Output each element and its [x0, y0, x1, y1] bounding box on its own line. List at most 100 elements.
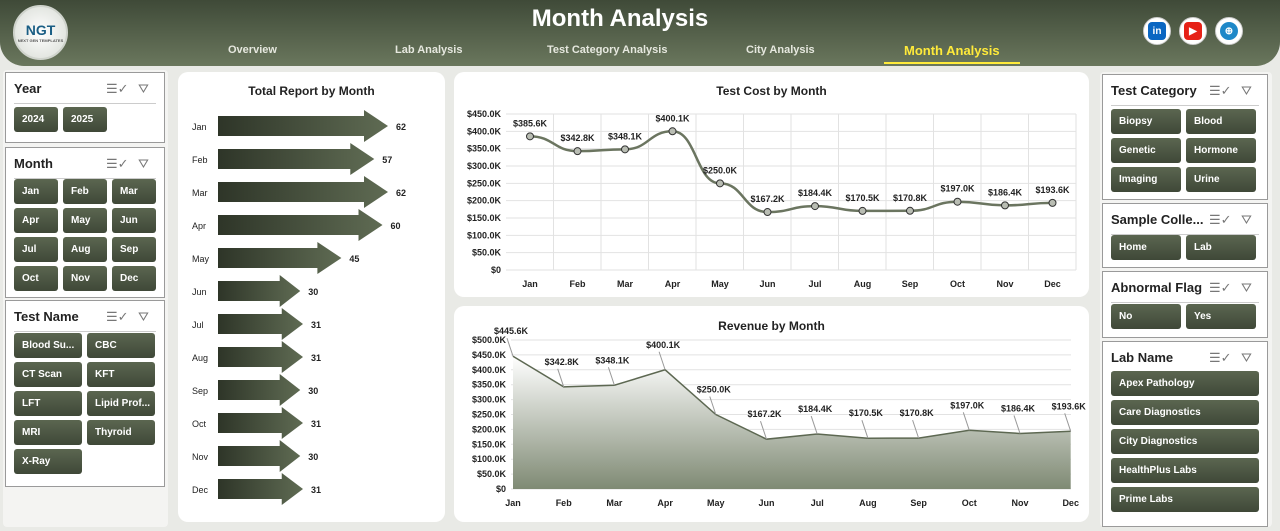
- slicer-item-lab[interactable]: Lab: [1186, 235, 1256, 260]
- slicer-item-sep[interactable]: Sep: [112, 237, 156, 262]
- y-tick-label: $0: [491, 265, 501, 275]
- slicer-item-care-diagnostics[interactable]: Care Diagnostics: [1111, 400, 1259, 425]
- data-label: $342.8K: [545, 357, 580, 367]
- multi-select-icon[interactable]: ☰✓: [1209, 83, 1232, 98]
- slicer-item-imaging[interactable]: Imaging: [1111, 167, 1181, 192]
- multi-select-icon[interactable]: ☰✓: [106, 309, 129, 324]
- slicer-item-jul[interactable]: Jul: [14, 237, 58, 262]
- x-tick-label: Sep: [902, 279, 919, 289]
- tab-month-analysis[interactable]: Month Analysis: [884, 43, 1020, 64]
- slicer-item-jan[interactable]: Jan: [14, 179, 58, 204]
- bar-arrow: [218, 209, 383, 241]
- slicer-item-jun[interactable]: Jun: [112, 208, 156, 233]
- clear-filter-icon[interactable]: ⛛: [1241, 212, 1252, 227]
- website-button[interactable]: ⊕: [1215, 17, 1243, 45]
- leader-line: [1064, 413, 1072, 432]
- data-label: $342.8K: [560, 133, 595, 143]
- y-tick-label: Oct: [192, 419, 207, 429]
- slicer-item-dec[interactable]: Dec: [112, 266, 156, 291]
- data-label: 30: [308, 386, 318, 396]
- multi-select-icon[interactable]: ☰✓: [106, 81, 129, 96]
- y-tick-label: $200.0K: [467, 196, 502, 206]
- y-tick-label: $200.0K: [472, 424, 507, 434]
- leader-line: [912, 419, 920, 439]
- slicer-item-yes[interactable]: Yes: [1186, 304, 1256, 329]
- slicer-item-mar[interactable]: Mar: [112, 179, 156, 204]
- slicer-item-mri[interactable]: MRI: [14, 420, 82, 445]
- bar-arrow: [218, 143, 375, 175]
- slicer-item-aug[interactable]: Aug: [63, 237, 107, 262]
- area-line: [512, 355, 1071, 440]
- clear-filter-icon[interactable]: ⛛: [138, 156, 149, 171]
- slicer-item-city-diagnostics[interactable]: City Diagnostics: [1111, 429, 1259, 454]
- data-label: 30: [308, 287, 318, 297]
- slicer-item-blood[interactable]: Blood: [1186, 109, 1256, 134]
- tab-lab-analysis[interactable]: Lab Analysis: [395, 44, 463, 56]
- data-label: 31: [311, 419, 321, 429]
- slicer-item-genetic[interactable]: Genetic: [1111, 138, 1181, 163]
- data-point: [953, 197, 962, 206]
- tab-test-category-analysis[interactable]: Test Category Analysis: [547, 44, 668, 56]
- y-tick-label: $500.0K: [472, 335, 507, 345]
- y-tick-label: $300.0K: [472, 395, 507, 405]
- slicer-item-nov[interactable]: Nov: [63, 266, 107, 291]
- slicer-item-biopsy[interactable]: Biopsy: [1111, 109, 1181, 134]
- slicer-item-may[interactable]: May: [63, 208, 107, 233]
- slicer-item-urine[interactable]: Urine: [1186, 167, 1256, 192]
- slicer-item-2025[interactable]: 2025: [63, 107, 107, 132]
- slicer-item-thyroid[interactable]: Thyroid: [87, 420, 155, 445]
- bar-arrow: [218, 275, 301, 307]
- multi-select-icon[interactable]: ☰✓: [1209, 212, 1232, 227]
- data-label: 31: [311, 353, 321, 363]
- slicer-item-healthplus-labs[interactable]: HealthPlus Labs: [1111, 458, 1259, 483]
- slicer-item-home[interactable]: Home: [1111, 235, 1181, 260]
- slicer-item-hormone[interactable]: Hormone: [1186, 138, 1256, 163]
- data-point: [526, 132, 534, 141]
- x-tick-label: Jan: [522, 279, 538, 289]
- clear-filter-icon[interactable]: ⛛: [138, 81, 149, 96]
- globe-icon: ⊕: [1220, 22, 1238, 40]
- multi-select-icon[interactable]: ☰✓: [1209, 350, 1232, 365]
- leader-line: [607, 367, 615, 386]
- slicer-item-apr[interactable]: Apr: [14, 208, 58, 233]
- slicer-item-cbc[interactable]: CBC: [87, 333, 155, 358]
- clear-filter-icon[interactable]: ⛛: [138, 309, 149, 324]
- slicer-item-no[interactable]: No: [1111, 304, 1181, 329]
- bar-arrow: [218, 308, 303, 340]
- x-tick-label: Jan: [505, 498, 521, 508]
- data-label: $400.1K: [655, 113, 690, 123]
- tab-city-analysis[interactable]: City Analysis: [746, 44, 815, 56]
- multi-select-icon[interactable]: ☰✓: [106, 156, 129, 171]
- leader-line: [709, 396, 717, 415]
- x-tick-label: Feb: [569, 279, 586, 289]
- data-label: $400.1K: [646, 340, 681, 350]
- clear-filter-icon[interactable]: ⛛: [1241, 350, 1252, 365]
- logo-text: NGT: [25, 22, 56, 38]
- data-label: 31: [311, 320, 321, 330]
- clear-filter-icon[interactable]: ⛛: [1241, 280, 1252, 295]
- y-tick-label: May: [192, 254, 210, 264]
- slicer-item-feb[interactable]: Feb: [63, 179, 107, 204]
- slicer-item-lipid-prof[interactable]: Lipid Prof...: [87, 391, 155, 416]
- data-point: [668, 127, 677, 136]
- slicer-item-2024[interactable]: 2024: [14, 107, 58, 132]
- slicer-item-kft[interactable]: KFT: [87, 362, 155, 387]
- leader-line: [658, 351, 666, 370]
- area-chart-svg: $0 $50.0K $100.0K $150.0K $200.0K $250.0K $300…: [472, 326, 1086, 508]
- clear-filter-icon[interactable]: ⛛: [1241, 83, 1252, 98]
- slicer-item-apex-pathology[interactable]: Apex Pathology: [1111, 371, 1259, 396]
- slicer-item-blood-su[interactable]: Blood Su...: [14, 333, 82, 358]
- slicer-item-x-ray[interactable]: X-Ray: [14, 449, 82, 474]
- slicer-item-prime-labs[interactable]: Prime Labs: [1111, 487, 1259, 512]
- linkedin-button[interactable]: in: [1143, 17, 1171, 45]
- youtube-button[interactable]: ▶: [1179, 17, 1207, 45]
- data-label: 62: [396, 122, 406, 132]
- slicer-item-oct[interactable]: Oct: [14, 266, 58, 291]
- y-tick-label: $250.0K: [467, 178, 502, 188]
- tab-overview[interactable]: Overview: [228, 44, 277, 56]
- slicer-item-ct-scan[interactable]: CT Scan: [14, 362, 82, 387]
- data-label: $170.8K: [900, 408, 935, 418]
- multi-select-icon[interactable]: ☰✓: [1209, 280, 1232, 295]
- slicer-item-lft[interactable]: LFT: [14, 391, 82, 416]
- data-label: $167.2K: [750, 194, 785, 204]
